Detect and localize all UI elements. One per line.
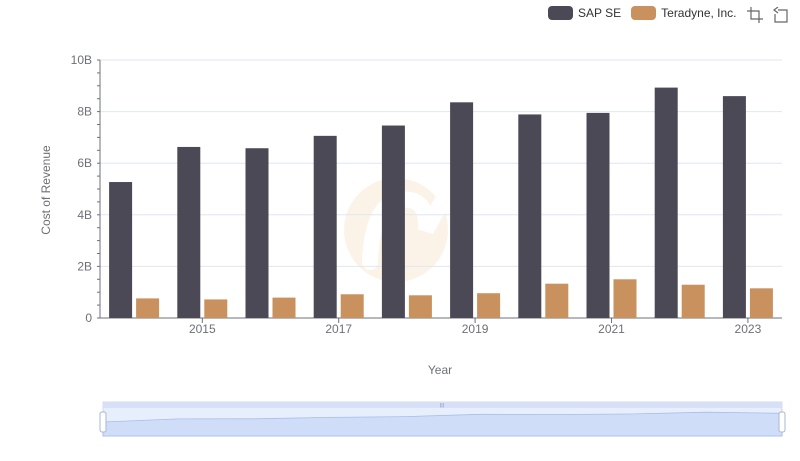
legend-swatch-teradyne <box>631 6 657 20</box>
legend-item-teradyne[interactable]: Teradyne, Inc. <box>631 6 737 20</box>
legend-label-sap-se: SAP SE <box>578 6 622 20</box>
y-tick-label: 8B <box>77 105 92 119</box>
watermark-logo <box>344 178 452 282</box>
grid-lines <box>100 59 782 267</box>
y-axis: 0 2B 4B 6B 8B 10B <box>71 53 101 325</box>
bar-teradyne-inc-2022[interactable] <box>681 284 705 318</box>
x-axis: 2015 2017 2019 2021 2023 <box>100 317 782 336</box>
bar-teradyne-inc-2017[interactable] <box>340 294 364 318</box>
y-tick-label: 4B <box>77 208 92 222</box>
legend-swatch-sap-se <box>548 6 573 20</box>
data-zoom-track <box>102 401 783 437</box>
bar-sap-se-2020[interactable] <box>518 114 542 318</box>
bar-teradyne-inc-2016[interactable] <box>272 297 296 318</box>
bar-teradyne-inc-2018[interactable] <box>408 295 432 318</box>
bar-teradyne-inc-2015[interactable] <box>204 299 228 318</box>
zoom-select-icon[interactable] <box>746 6 764 24</box>
y-axis-title: Cost of Revenue <box>39 145 53 235</box>
bar-sap-se-2015[interactable] <box>177 146 201 318</box>
x-axis-title: Year <box>428 363 452 377</box>
bar-sap-se-2021[interactable] <box>586 112 610 318</box>
bars <box>109 87 773 319</box>
y-tick-label: 2B <box>77 259 92 273</box>
data-zoom-preview <box>102 411 783 437</box>
bar-sap-se-2023[interactable] <box>722 96 746 319</box>
x-tick-label: 2017 <box>325 322 352 336</box>
data-zoom-handle-left[interactable] <box>99 411 107 433</box>
chart-legend: SAP SE Teradyne, Inc. <box>548 4 747 22</box>
y-tick-label: 10B <box>71 53 92 67</box>
y-tick-label: 0 <box>85 311 92 325</box>
bar-teradyne-inc-2014[interactable] <box>136 298 160 318</box>
legend-item-sap-se[interactable]: SAP SE <box>548 6 621 20</box>
bar-sap-se-2022[interactable] <box>654 87 678 318</box>
bar-sap-se-2018[interactable] <box>381 125 405 318</box>
y-tick-label: 6B <box>77 156 92 170</box>
x-tick-label: 2015 <box>189 322 216 336</box>
bar-sap-se-2016[interactable] <box>245 148 269 318</box>
x-tick-label: 2019 <box>462 322 489 336</box>
zoom-reset-icon[interactable] <box>772 6 790 24</box>
data-zoom-handle-right[interactable] <box>778 411 786 433</box>
data-zoom-move-bar[interactable] <box>103 402 782 408</box>
data-zoom-grip-icon[interactable]: III <box>439 404 444 410</box>
legend-label-teradyne: Teradyne, Inc. <box>661 6 737 20</box>
x-tick-label: 2023 <box>735 322 762 336</box>
data-zoom-selection[interactable] <box>103 402 782 436</box>
bar-teradyne-inc-2019[interactable] <box>477 293 501 318</box>
bar-sap-se-2019[interactable] <box>450 102 474 318</box>
bar-teradyne-inc-2021[interactable] <box>613 279 637 318</box>
data-zoom-slider[interactable]: III <box>99 401 786 437</box>
bar-sap-se-2017[interactable] <box>313 135 337 318</box>
bar-sap-se-2014[interactable] <box>109 182 133 318</box>
bar-teradyne-inc-2020[interactable] <box>545 283 569 318</box>
bar-teradyne-inc-2023[interactable] <box>749 288 773 318</box>
x-tick-label: 2021 <box>598 322 625 336</box>
